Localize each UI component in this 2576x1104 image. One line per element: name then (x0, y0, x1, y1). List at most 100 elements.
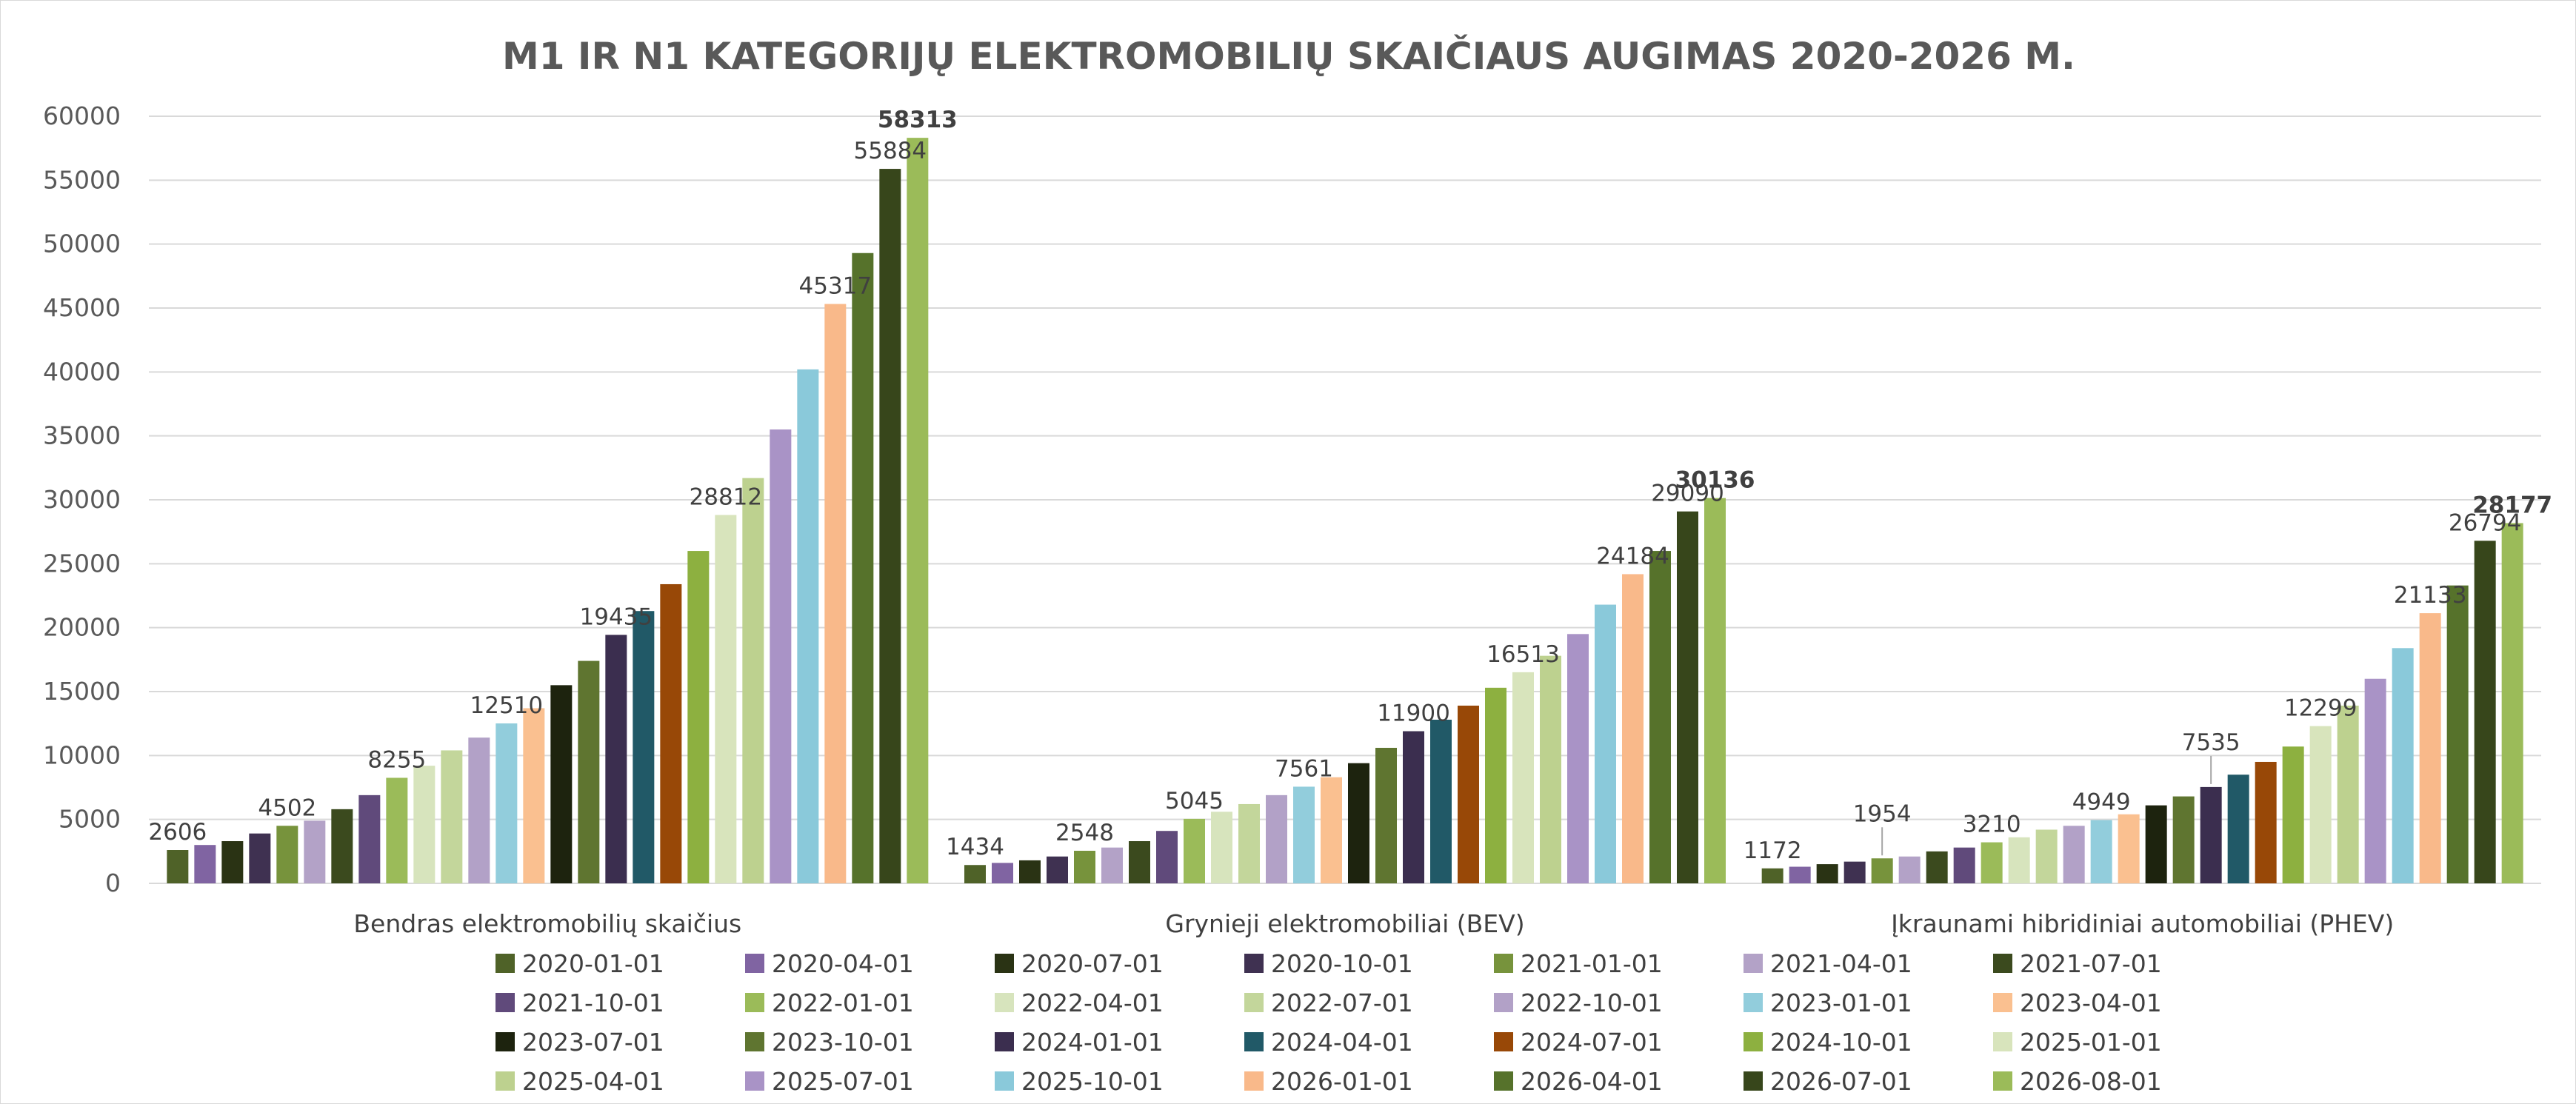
data-label: 12510 (470, 692, 544, 719)
legend-item: 2025-10-01 (995, 1067, 1164, 1096)
bar (2227, 775, 2249, 883)
data-label: 4949 (2072, 789, 2131, 816)
bar (1348, 763, 1369, 883)
bar (852, 252, 874, 884)
legend-label: 2022-04-01 (1021, 988, 1164, 1017)
data-label: 11900 (1377, 700, 1450, 727)
legend-swatch (1993, 1032, 2012, 1051)
legend-swatch (995, 1032, 1014, 1051)
legend-label: 2021-01-01 (1521, 949, 1663, 978)
legend-label: 2021-10-01 (522, 988, 664, 1017)
legend-swatch (995, 993, 1014, 1012)
legend-label: 2024-10-01 (1770, 1028, 1912, 1057)
legend-label: 2024-01-01 (1021, 1028, 1164, 1057)
legend-item: 2021-07-01 (1993, 949, 2162, 978)
bar (2446, 585, 2469, 883)
bar (221, 841, 244, 883)
chart-title: M1 IR N1 KATEGORIJŲ ELEKTROMOBILIŲ SKAIČ… (502, 34, 2075, 78)
bar (304, 820, 326, 883)
legend: 2020-01-01 2020-04-01 2020-07-01 2020-10-01… (495, 949, 2162, 1096)
data-label: 28812 (690, 484, 763, 511)
bar (715, 515, 737, 883)
data-label: 58313 (878, 107, 958, 133)
bar (1926, 851, 1948, 883)
legend-label: 2024-07-01 (1521, 1028, 1663, 1057)
legend-item: 2024-07-01 (1494, 1028, 1663, 1057)
bar (1458, 705, 1479, 883)
data-label: 29090 (1651, 481, 1724, 507)
legend-swatch (495, 1071, 515, 1091)
y-tick-label: 20000 (43, 613, 121, 642)
data-label: 45317 (799, 273, 872, 300)
legend-item: 2022-07-01 (1244, 988, 1413, 1017)
legend-label: 2020-01-01 (522, 949, 664, 978)
legend-item: 2026-04-01 (1494, 1067, 1663, 1096)
y-axis: 0 5000 10000 15000 20000 25000 30000 35000 40000… (43, 101, 2541, 897)
y-tick-label: 25000 (43, 549, 121, 578)
bar (1898, 856, 1921, 883)
legend-label: 2025-10-01 (1021, 1067, 1164, 1096)
legend-label: 2025-04-01 (522, 1067, 664, 1096)
bar (1019, 860, 1041, 883)
bars (167, 138, 2523, 884)
y-tick-label: 5000 (59, 805, 121, 834)
bar (742, 478, 764, 883)
bar (578, 660, 600, 883)
bar (413, 766, 436, 883)
bar (1704, 498, 1726, 883)
bar (964, 865, 986, 883)
y-tick-label: 30000 (43, 485, 121, 514)
data-label: 7561 (1275, 755, 1333, 782)
legend-swatch (1993, 993, 2012, 1012)
bar (2255, 761, 2277, 883)
legend-swatch (745, 1032, 764, 1051)
bar (1567, 634, 1589, 883)
bar (797, 369, 819, 883)
legend-item: 2025-01-01 (1993, 1028, 2162, 1057)
legend-item: 2025-04-01 (495, 1067, 664, 1096)
y-tick-label: 40000 (43, 357, 121, 386)
legend-label: 2022-10-01 (1521, 988, 1663, 1017)
bar (1816, 864, 1838, 883)
bar (1184, 818, 1205, 883)
legend-swatch (1244, 1032, 1264, 1051)
y-tick-label: 55000 (43, 165, 121, 194)
legend-label: 2020-10-01 (1271, 949, 1413, 978)
legend-swatch (745, 993, 764, 1012)
legend-item: 2023-01-01 (1744, 988, 1912, 1017)
bar (2172, 796, 2195, 883)
bar (167, 850, 189, 883)
bar (633, 611, 655, 883)
legend-label: 2026-04-01 (1521, 1067, 1663, 1096)
x-axis: Bendras elektromobilių skaičius Grynieji … (353, 909, 2394, 938)
bar (2008, 837, 2030, 883)
legend-label: 2021-07-01 (2020, 949, 2162, 978)
legend-swatch (1744, 993, 1763, 1012)
bar (249, 833, 271, 883)
legend-item: 2024-04-01 (1244, 1028, 1413, 1057)
bar (550, 685, 573, 883)
bar (1540, 655, 1561, 883)
legend-label: 2026-01-01 (1271, 1067, 1413, 1096)
data-label: 12299 (2284, 695, 2358, 722)
legend-label: 2025-01-01 (2020, 1028, 2162, 1057)
bar (1293, 786, 1315, 883)
legend-swatch (1744, 1071, 1763, 1091)
bar (331, 809, 353, 883)
legend-swatch (495, 954, 515, 973)
legend-item: 2026-01-01 (1244, 1067, 1413, 1096)
legend-label: 2023-04-01 (2020, 988, 2162, 1017)
bar (1211, 812, 1232, 883)
legend-item: 2022-04-01 (995, 988, 1164, 1017)
legend-item: 2020-04-01 (745, 949, 914, 978)
bar (2282, 746, 2304, 883)
bar (907, 138, 929, 884)
data-label: 1954 (1853, 800, 1912, 827)
legend-item: 2020-07-01 (995, 949, 1164, 978)
legend-swatch (495, 993, 515, 1012)
legend-item: 2020-01-01 (495, 949, 664, 978)
bar (1981, 842, 2003, 883)
legend-label: 2020-07-01 (1021, 949, 1164, 978)
legend-item: 2024-10-01 (1744, 1028, 1912, 1057)
